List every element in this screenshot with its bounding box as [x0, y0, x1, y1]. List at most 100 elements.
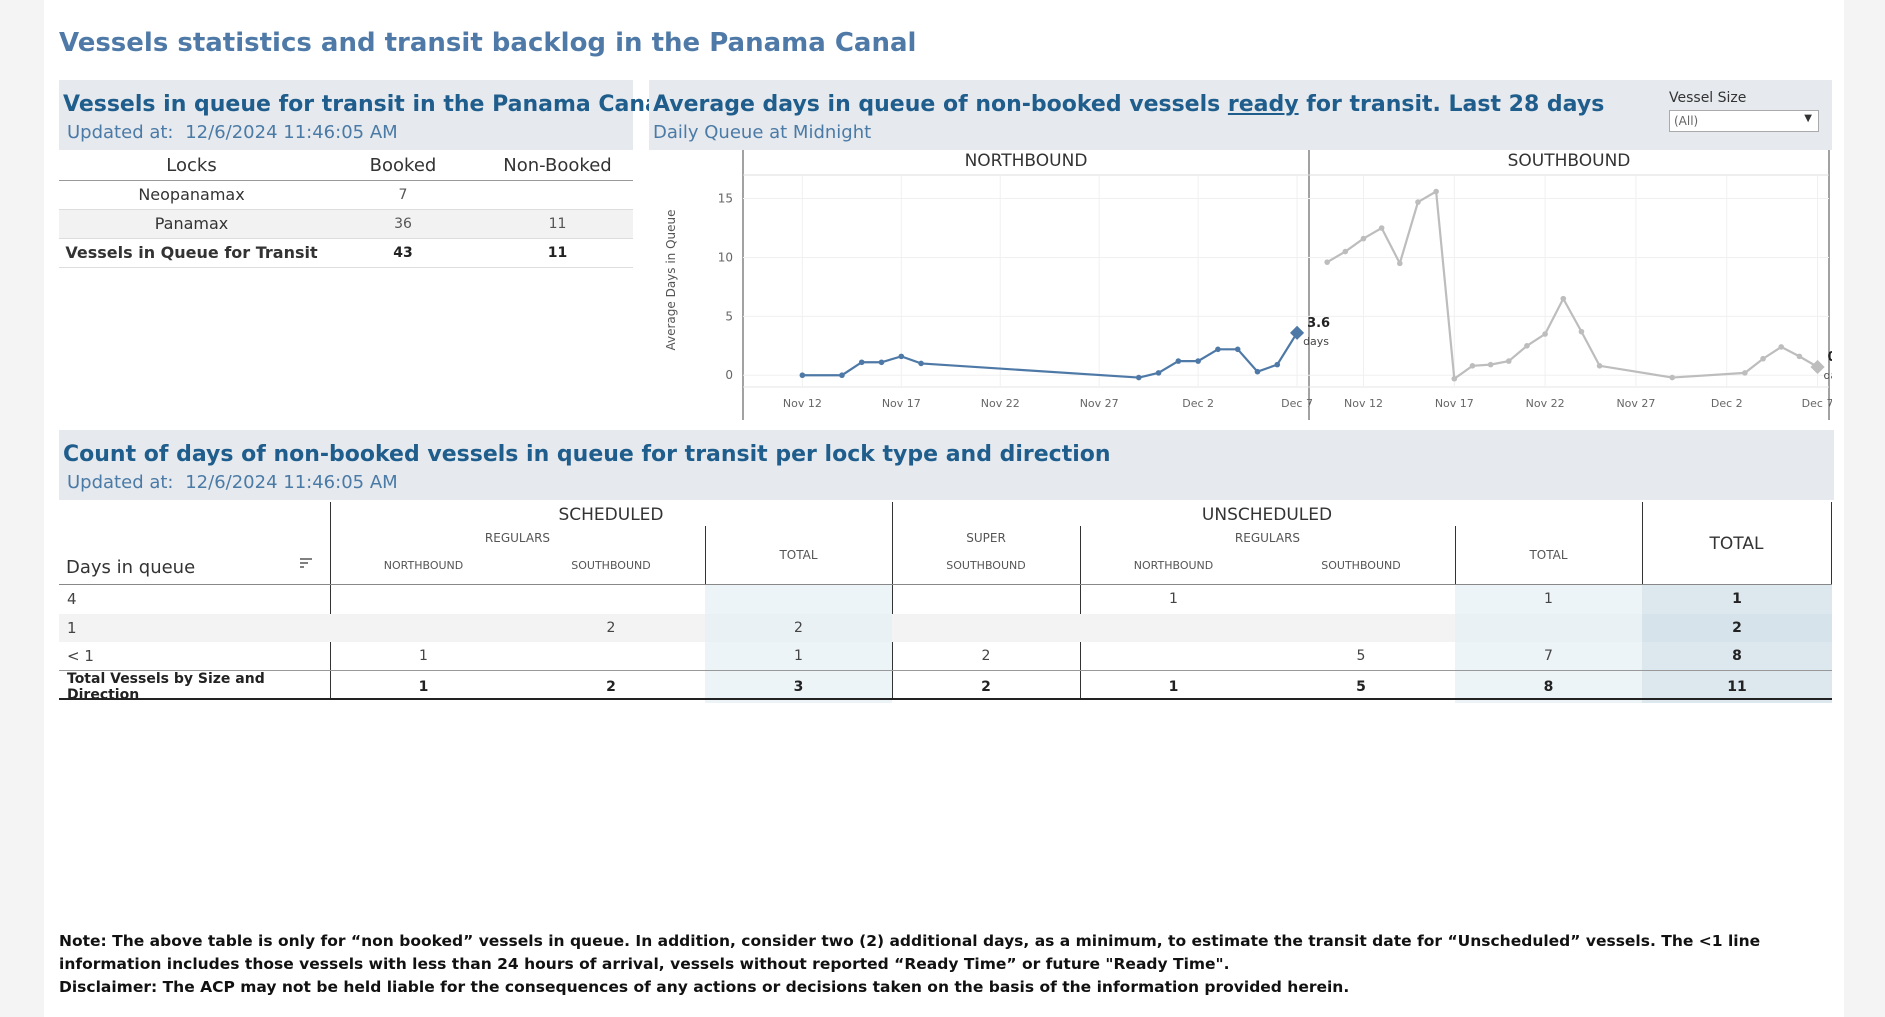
chart-grid	[743, 175, 1829, 387]
data-point	[1342, 248, 1349, 255]
data-point	[1234, 346, 1241, 353]
data-point	[1796, 353, 1803, 360]
booked-value: 43	[324, 238, 482, 268]
table-bottom-border	[59, 698, 1832, 700]
cell: 2	[705, 613, 892, 642]
data-point	[1195, 358, 1201, 364]
col-locks: Locks	[59, 151, 324, 181]
cell	[1267, 585, 1455, 614]
total-header: TOTAL	[1709, 534, 1764, 554]
booked-value: 36	[324, 209, 482, 239]
vessel-size-select[interactable]: (All) ▼	[1669, 110, 1819, 132]
data-point	[1742, 370, 1748, 376]
chart-series: 3.6 days 0.7 days	[799, 188, 1832, 382]
avg-title-link[interactable]: ready	[1227, 92, 1299, 117]
table-row: 1 2 2 2	[59, 613, 1832, 642]
data-point	[1274, 361, 1281, 368]
row-label: < 1	[67, 647, 94, 665]
cell	[1080, 642, 1267, 671]
cell: 5	[1267, 670, 1455, 703]
cell	[330, 585, 517, 614]
avg-title-pre: Average days in queue of non-booked vess…	[653, 92, 1228, 117]
cell	[1267, 613, 1455, 642]
y-tick-label: 0	[725, 368, 733, 382]
x-tick-label: Dec 2	[1182, 397, 1214, 410]
cell: 1	[1080, 670, 1267, 703]
avg-panel-subtitle: Daily Queue at Midnight	[653, 122, 872, 143]
y-tick-label: 10	[718, 250, 733, 264]
updated-label: Updated at:	[67, 472, 174, 493]
table-row: < 1 1 1 2 5 7 8	[59, 642, 1832, 671]
data-point	[1596, 363, 1603, 369]
sb-super: SOUTHBOUND	[946, 559, 1026, 572]
queue-panel-title: Vessels in queue for transit in the Pana…	[63, 92, 668, 117]
data-point	[1324, 259, 1330, 265]
cell: 1	[1642, 585, 1832, 614]
regulars-sched: REGULARS	[484, 531, 551, 545]
data-point	[858, 359, 865, 366]
nonbooked-value: 11	[482, 238, 633, 268]
dashboard-canvas: Vessels statistics and transit backlog i…	[44, 0, 1844, 1017]
unscheduled-header: UNSCHEDULED	[1201, 505, 1333, 525]
data-point	[1542, 331, 1548, 337]
cell	[892, 613, 1080, 642]
cell: 1	[1455, 585, 1642, 614]
divider	[1080, 526, 1081, 698]
sort-icon[interactable]	[299, 556, 313, 574]
days-in-queue-header: Days in queue	[66, 557, 196, 578]
data-point	[1505, 358, 1512, 364]
lock-name: Neopanamax	[59, 180, 324, 210]
booked-value: 7	[324, 180, 482, 210]
footnote: Note: The above table is only for “non b…	[59, 930, 1839, 999]
updated-value: 12/6/2024 11:46:05 AM	[185, 472, 398, 493]
last-value-unit: days	[1303, 335, 1329, 348]
data-point	[878, 359, 885, 366]
y-axis-label: Average Days in Queue	[664, 209, 678, 350]
cell: 1	[419, 648, 428, 664]
data-point	[1578, 328, 1585, 335]
queue-row: Panamax 36 11	[59, 209, 633, 239]
series-line	[802, 332, 1298, 379]
cell	[517, 642, 705, 671]
col-booked: Booked	[369, 154, 437, 176]
last-value-unit: days	[1824, 369, 1832, 382]
sched-total: TOTAL	[779, 548, 818, 562]
sb-sched: SOUTHBOUND	[571, 559, 651, 572]
x-tick-label: Nov 22	[981, 397, 1020, 410]
col-nonbooked: Non-Booked	[503, 154, 612, 176]
x-tick-label: Nov 22	[1526, 397, 1565, 410]
data-point	[918, 360, 924, 367]
data-point	[1760, 355, 1766, 362]
last-data-point	[1289, 325, 1305, 340]
unsched-total: TOTAL	[1529, 548, 1568, 562]
data-point	[1451, 375, 1458, 382]
queue-total-row: Vessels in Queue for Transit 43 11	[59, 238, 633, 268]
data-point	[1524, 342, 1530, 349]
southbound-title: SOUTHBOUND	[1508, 151, 1631, 171]
series-line	[1326, 189, 1819, 381]
last-value-label: 3.6	[1307, 316, 1330, 331]
queue-table: Locks Booked Non-Booked Neopanamax 7 Pan…	[59, 151, 633, 268]
data-point	[799, 372, 806, 379]
row-label: 4	[67, 590, 77, 609]
nb-unsched: NORTHBOUND	[1133, 559, 1214, 572]
data-point	[839, 372, 845, 379]
data-point	[1487, 361, 1494, 368]
x-tick-label: Nov 27	[1080, 397, 1119, 410]
data-point	[1669, 374, 1676, 381]
divider	[892, 502, 893, 698]
data-point	[1378, 225, 1385, 231]
lock-name: Panamax	[59, 209, 324, 239]
queue-panel-header	[59, 80, 633, 150]
x-tick-label: Dec 7	[1802, 397, 1832, 410]
last-value-label: 0.7	[1828, 350, 1832, 365]
x-tick-label: Dec 2	[1711, 397, 1743, 410]
cell: 2	[517, 613, 705, 642]
disclaimer-text: Disclaimer: The ACP may not be held liab…	[59, 978, 1350, 996]
avg-title-post: for transit. Last 28 days	[1298, 92, 1605, 117]
cell: 11	[1642, 670, 1832, 703]
cell: 2	[1642, 613, 1832, 642]
cell: 5	[1356, 648, 1366, 664]
sb-unsched: SOUTHBOUND	[1321, 559, 1401, 572]
cell	[1455, 613, 1642, 642]
